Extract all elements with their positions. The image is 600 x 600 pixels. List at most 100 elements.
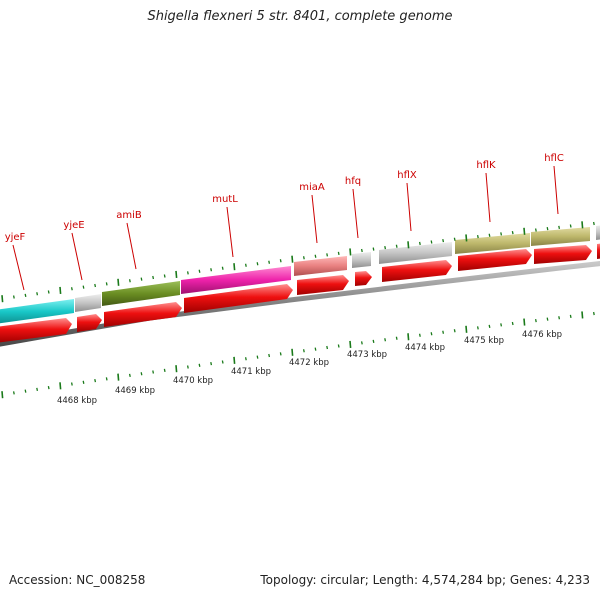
gene-block-yjeF	[0, 299, 74, 324]
major-tick	[407, 333, 410, 341]
scale-label: 4474 kbp	[405, 343, 445, 353]
minor-tick	[152, 370, 155, 374]
minor-tick	[418, 333, 421, 337]
minor-tick	[244, 263, 247, 267]
major-tick	[175, 270, 178, 278]
minor-tick	[592, 221, 595, 226]
gene-block-hfq	[352, 252, 371, 268]
major-tick	[1, 295, 4, 303]
gene-label-miaA: miaA	[299, 182, 325, 193]
gene-block-miaA	[294, 256, 347, 276]
major-tick	[233, 356, 236, 364]
minor-tick	[337, 251, 340, 255]
minor-tick	[128, 279, 131, 283]
gene-block-amiB	[102, 281, 180, 306]
minor-tick	[360, 248, 363, 253]
minor-tick	[534, 228, 537, 232]
minor-tick	[94, 378, 97, 383]
minor-tick	[268, 353, 271, 358]
minor-tick	[384, 338, 387, 342]
minor-tick	[337, 344, 340, 348]
minor-tick	[198, 269, 201, 273]
label-line-miaA	[311, 194, 318, 244]
minor-tick	[256, 262, 259, 266]
major-tick	[523, 227, 526, 235]
minor-tick	[592, 311, 595, 316]
cds-track	[0, 243, 600, 343]
minor-tick	[569, 224, 572, 228]
minor-tick	[453, 329, 456, 333]
minor-tick	[210, 362, 213, 366]
minor-tick	[488, 233, 491, 237]
minor-tick	[546, 317, 549, 321]
minor-tick	[36, 292, 39, 296]
minor-tick	[24, 293, 27, 297]
minor-tick	[24, 389, 27, 393]
minor-tick	[279, 352, 282, 356]
minor-tick	[198, 363, 201, 367]
minor-tick	[163, 368, 166, 372]
gene-block-edge	[596, 225, 600, 240]
cds-arrow	[534, 245, 592, 264]
label-line-yjeE	[71, 232, 83, 281]
major-tick	[117, 373, 120, 381]
minor-tick	[82, 380, 85, 384]
cds-arrow	[597, 243, 600, 259]
cds-arrow	[297, 275, 349, 295]
cds-arrow	[104, 302, 182, 327]
minor-tick	[82, 285, 85, 289]
minor-tick	[372, 339, 375, 343]
minor-tick	[314, 347, 317, 351]
minor-tick	[47, 290, 50, 294]
minor-tick	[569, 314, 572, 318]
major-tick	[175, 365, 178, 373]
cds-arrow	[355, 271, 372, 286]
major-tick	[117, 278, 120, 286]
gene-label-yjeE: yjeE	[63, 220, 84, 231]
gene-label-mutL: mutL	[212, 194, 238, 205]
minor-tick	[500, 323, 503, 327]
minor-tick	[511, 230, 514, 235]
minor-tick	[140, 277, 143, 281]
scale-label: 4468 kbp	[57, 396, 97, 406]
minor-tick	[488, 324, 491, 328]
label-line-amiB	[126, 222, 137, 270]
label-line-hflX	[406, 182, 412, 232]
minor-tick	[314, 254, 317, 258]
scale-label: 4471 kbp	[231, 367, 271, 377]
minor-tick	[302, 256, 305, 260]
minor-tick	[12, 391, 15, 395]
major-tick	[581, 311, 584, 319]
scale-label: 4476 kbp	[522, 330, 562, 340]
gene-block-mutL	[181, 266, 291, 294]
gene-label-amiB: amiB	[116, 210, 142, 221]
minor-tick	[70, 382, 73, 386]
cds-arrow	[382, 260, 452, 282]
minor-tick	[326, 345, 329, 350]
major-tick	[1, 391, 4, 399]
cds-arrow	[77, 314, 102, 332]
minor-tick	[500, 232, 503, 236]
genome-summary: Topology: circular; Length: 4,574,284 bp…	[260, 573, 590, 587]
minor-tick	[140, 372, 143, 376]
minor-tick	[360, 341, 363, 345]
genome-title: Shigella flexneri 5 str. 8401, complete …	[147, 9, 453, 24]
accession-label: Accession: NC_008258	[9, 573, 146, 587]
gene-label-yjeF: yjeF	[5, 232, 26, 243]
major-tick	[233, 263, 236, 271]
minor-tick	[453, 237, 456, 241]
minor-tick	[558, 225, 561, 229]
gene-label-hfq: hfq	[345, 176, 361, 187]
minor-tick	[105, 282, 108, 286]
gene-label-hflX: hflX	[397, 170, 417, 181]
gene-labels: yjeF yjeE amiB mutL miaA hfq hflX hflK h…	[5, 153, 564, 243]
minor-tick	[221, 360, 224, 364]
major-tick	[523, 318, 526, 326]
label-line-hflK	[485, 172, 491, 223]
minor-tick	[186, 365, 189, 369]
minor-tick	[128, 373, 131, 378]
minor-tick	[279, 259, 282, 263]
minor-tick	[12, 295, 15, 299]
minor-tick	[476, 326, 479, 330]
major-tick	[291, 255, 294, 263]
